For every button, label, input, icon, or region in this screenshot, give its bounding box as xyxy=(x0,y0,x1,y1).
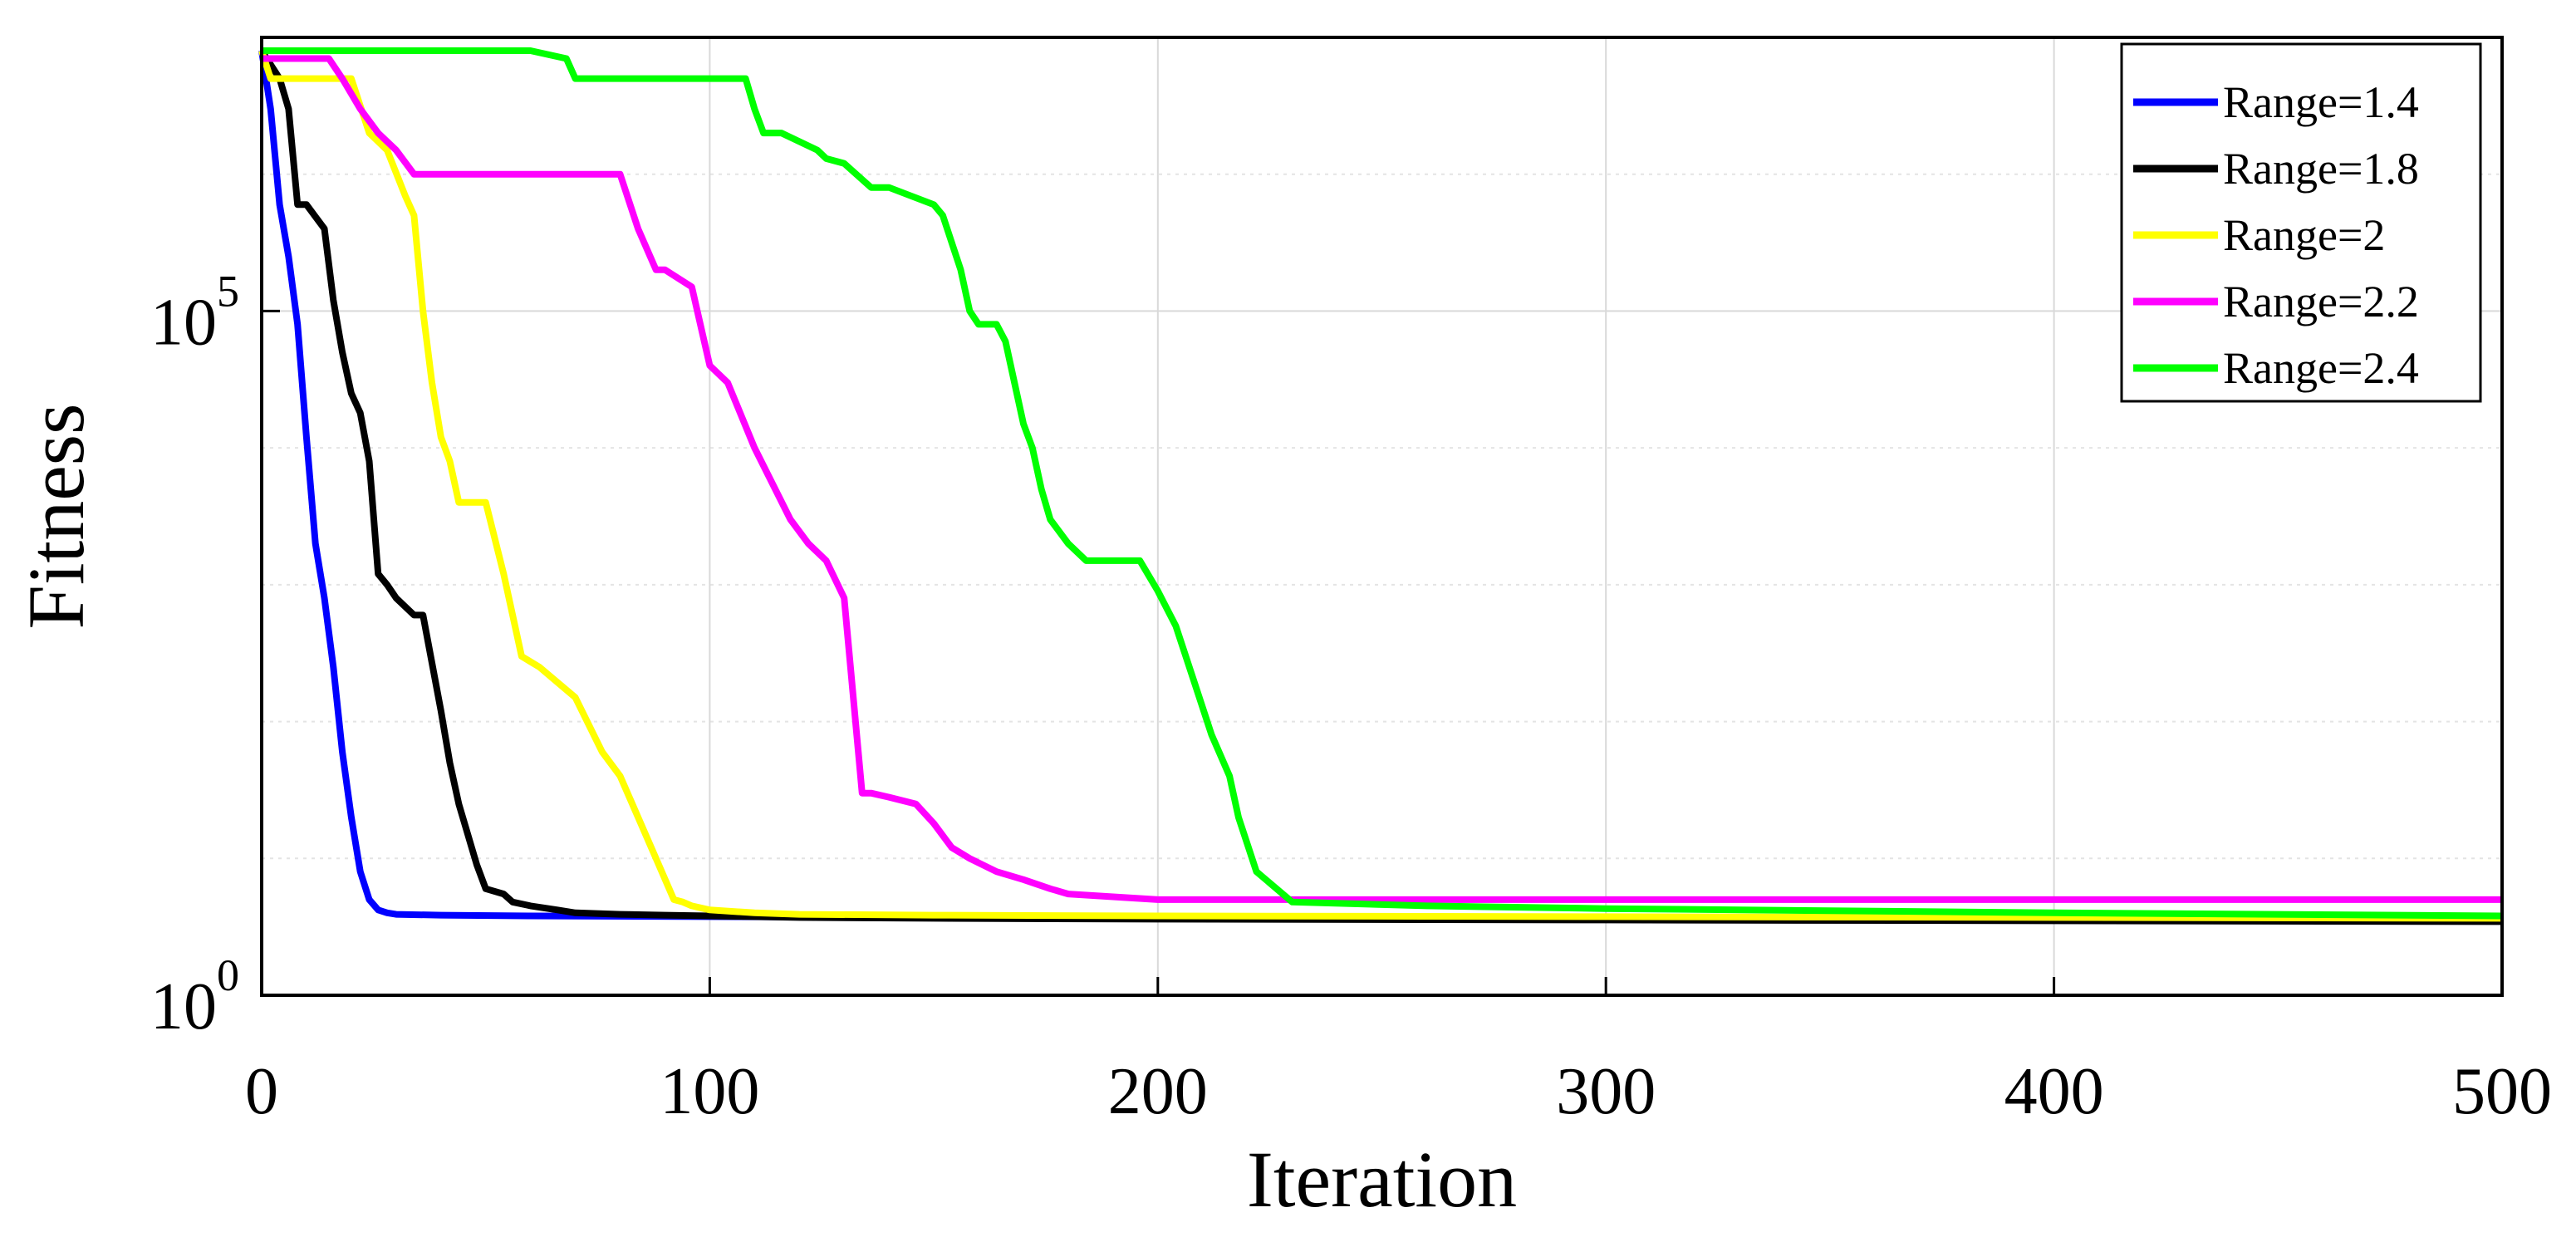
x-tick-label: 400 xyxy=(2004,1055,2104,1128)
legend-label: Range=2 xyxy=(2223,210,2385,260)
x-tick-label: 500 xyxy=(2452,1055,2552,1128)
legend: Range=1.4 Range=1.8 Range=2 Range=2.2 Range=… xyxy=(2120,42,2482,403)
y-tick-label: 100 xyxy=(150,950,239,1043)
x-tick-label: 200 xyxy=(1108,1055,1208,1128)
series-lines xyxy=(258,47,2503,925)
series-line xyxy=(262,47,2503,920)
plot-frame xyxy=(260,36,2504,997)
legend-label: Range=2.2 xyxy=(2223,277,2419,326)
x-tick-label: 100 xyxy=(660,1055,759,1128)
x-tick-label: 300 xyxy=(1556,1055,1656,1128)
y-tick-label: 105 xyxy=(150,266,239,359)
x-tick-label: 0 xyxy=(245,1055,278,1128)
series-line xyxy=(258,48,2503,925)
y-axis-title: Fitness xyxy=(12,403,101,629)
legend-label: Range=1.8 xyxy=(2223,144,2419,194)
legend-label: Range=2.4 xyxy=(2223,343,2419,393)
legend-label: Range=1.4 xyxy=(2223,77,2419,127)
x-axis-title: Iteration xyxy=(1247,1135,1517,1224)
series-line xyxy=(262,55,2502,903)
series-line xyxy=(258,49,2503,922)
